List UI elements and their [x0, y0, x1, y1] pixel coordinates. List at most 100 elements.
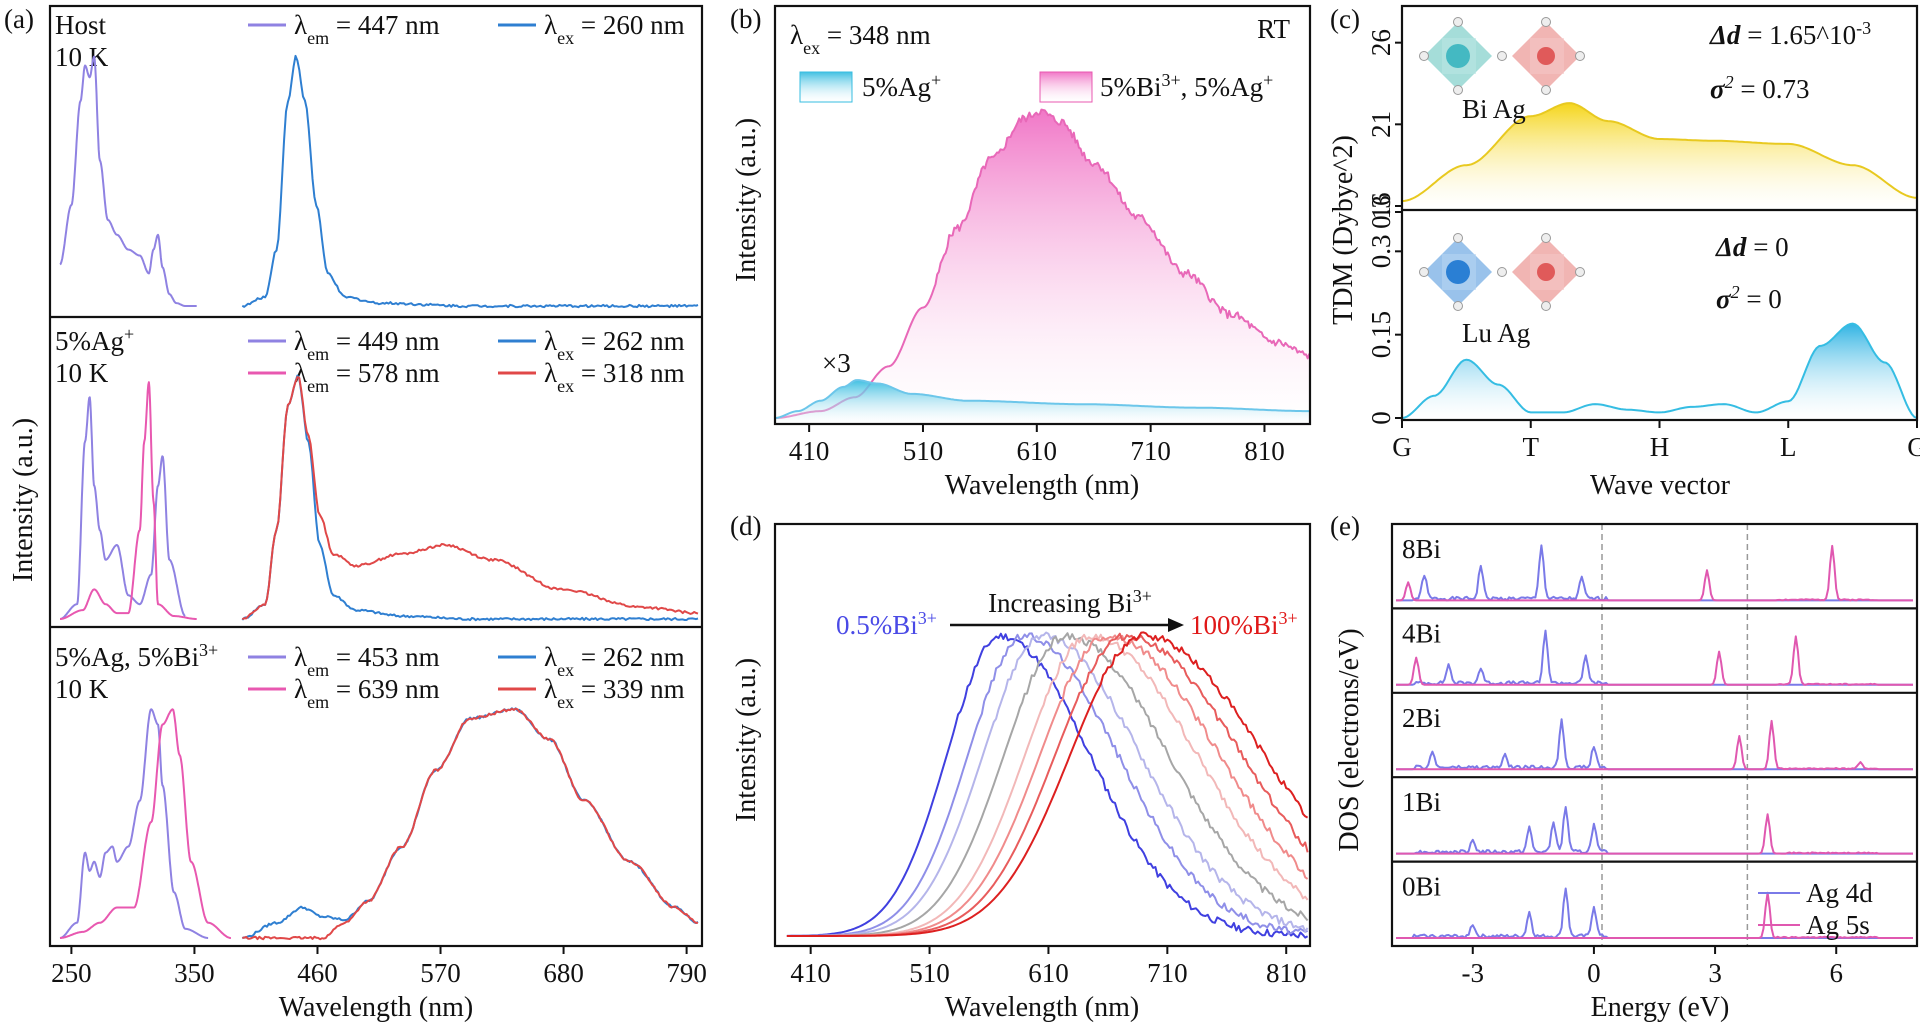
panel-d-frame	[773, 522, 1312, 948]
panel-a-middle-title: 5%Ag+	[55, 324, 134, 356]
panel-b-label: (b)	[730, 4, 761, 34]
panel-a-frame	[48, 4, 704, 948]
panel-e-x-tick-label: -3	[1462, 958, 1485, 988]
panel-b-x-tick-label: 410	[789, 436, 830, 466]
panel-a-series-line	[241, 54, 699, 309]
panel-a-x-tick-label: 790	[666, 958, 707, 988]
panel-d-x-tick-label: 410	[790, 958, 831, 988]
panel-d-series-line	[786, 632, 1309, 939]
panel-a-label: (a)	[4, 4, 34, 34]
panel-c-ytick-label: 21	[1366, 111, 1396, 138]
panel-b-area	[775, 380, 1310, 424]
panel-c-bottom-dd: Δd = 0	[1715, 232, 1789, 262]
panel-c-ytick-label: 26	[1366, 29, 1396, 56]
panel-a-legend-text: λex = 262 nm	[544, 326, 685, 364]
panel-a-x-tick-label: 680	[543, 958, 584, 988]
panel-a-x-tick-label: 250	[51, 958, 92, 988]
panel-e-ag5s-line	[1396, 891, 1913, 939]
panel-b-x-tick-label: 810	[1244, 436, 1285, 466]
panel-c-xlabel: Wave vector	[1590, 470, 1731, 501]
panel-a-x-tick-label: 350	[174, 958, 215, 988]
panel-e: (e) DOS (electrons/eV) 8Bi 4Bi 2Bi 1Bi 0Bi -…	[1330, 511, 1919, 1023]
panel-d-ylabel: Intensity (a.u.)	[731, 658, 762, 822]
panel-d-arrow-head	[1168, 618, 1184, 632]
panel-c-top-atoms: Bi Ag	[1462, 94, 1526, 124]
panel-b-x-tick-label: 510	[903, 436, 944, 466]
panel-e-plot: 8Bi 4Bi 2Bi 1Bi 0Bi	[1396, 524, 1913, 946]
panel-e-label: (e)	[1330, 511, 1360, 541]
panel-c-x-tick-label: G	[1907, 432, 1920, 462]
panel-c-bottom-area	[1402, 323, 1917, 420]
panel-b-line	[774, 379, 1310, 419]
panel-e-ag5s-line	[1396, 544, 1913, 602]
panel-c-ytick-label: 0.3	[1366, 234, 1396, 268]
panel-a-series-line	[241, 374, 699, 622]
panel-c-bottom-atoms: Lu Ag	[1462, 318, 1530, 348]
panel-b-legend-1: 5%Ag+	[862, 70, 941, 102]
panel-a-ylabel: Intensity (a.u.)	[8, 418, 39, 582]
panel-e-x-tick-label: 6	[1829, 958, 1843, 988]
panel-b-excitation: λex = 348 nm	[790, 20, 931, 58]
panel-b-legend-2: 5%Bi3+, 5%Ag+	[1100, 70, 1273, 102]
panel-a-legend-text: λex = 260 nm	[544, 10, 685, 48]
panel-a-series-line	[241, 376, 699, 621]
panel-a-bottom-temp: 10 K	[55, 674, 109, 704]
panel-b-plot	[774, 108, 1311, 424]
panel-a-xlabel: Wavelength (nm)	[279, 992, 473, 1023]
panel-b-legend-swatch-2	[1039, 71, 1093, 103]
panel-d-label: (d)	[730, 511, 761, 541]
panel-a-legend-text: λex = 318 nm	[544, 358, 685, 396]
panel-e-ag4d-line	[1396, 629, 1913, 686]
panel-d-series-line	[786, 632, 1309, 937]
panel-b-multiplier: ×3	[822, 348, 851, 378]
panel-c-plot	[1401, 102, 1918, 420]
panel-c-top-sigma: σ2 = 0.73	[1710, 72, 1810, 104]
panel-d-plot	[786, 631, 1309, 939]
panel-c-ytick-label: 0.3	[1366, 195, 1396, 229]
panel-a-x-tick-label: 460	[297, 958, 338, 988]
panel-e-frame	[1390, 522, 1919, 948]
panel-a-legend-text: λex = 262 nm	[544, 642, 685, 680]
panel-d-right-label: 100%Bi3+	[1190, 608, 1298, 640]
panel-c-x-tick-label: H	[1650, 432, 1670, 462]
panel-c-top-line	[1401, 102, 1918, 203]
panel-b-x-tick-label: 610	[1017, 436, 1058, 466]
panel-a-bottom-title: 5%Ag, 5%Bi3+	[55, 640, 218, 672]
panel-c-top-octahedra-icon	[1419, 17, 1585, 95]
panel-a-series-line	[59, 396, 186, 620]
panel-b-xlabel: Wavelength (nm)	[945, 470, 1139, 501]
panel-e-frame-rect	[1390, 522, 1919, 948]
panel-e-x-tick-label: 0	[1587, 958, 1601, 988]
panel-c-x-tick-label: G	[1392, 432, 1412, 462]
panel-a-xticks: 250 350 460 570 680 790	[51, 946, 707, 988]
panel-a: (a) Intensity (a.u.) 250 350 460 570 680 790 …	[4, 4, 707, 1023]
panel-d-left-label: 0.5%Bi3+	[836, 608, 937, 640]
panel-a-x-tick-label: 570	[420, 958, 461, 988]
panel-e-ag4d-line	[1396, 718, 1913, 771]
panel-d-series-line	[786, 631, 1309, 937]
panel-e-ag4d-line	[1396, 806, 1913, 855]
panel-d-x-tick-label: 510	[909, 958, 950, 988]
panel-c-ytick-label: 0	[1366, 411, 1396, 425]
panel-a-legend-text: λem = 447 nm	[294, 10, 440, 48]
panel-e-row-label: 2Bi	[1402, 703, 1441, 733]
panel-a-legends: λem = 447 nm λex = 260 nm λem = 449 nm λex …	[248, 10, 685, 712]
panel-e-row-label: 0Bi	[1402, 872, 1441, 902]
panel-d-series-line	[786, 632, 1309, 937]
panel-d-series-line	[786, 631, 1309, 937]
panel-a-legend-text: λex = 339 nm	[544, 674, 685, 712]
panel-a-series-line	[59, 708, 232, 939]
panel-d-xlabel: Wavelength (nm)	[945, 992, 1139, 1023]
panel-d-series-line	[786, 633, 1309, 937]
panel-c-ytick-label: 0.15	[1366, 311, 1396, 358]
panel-e-legend-1: Ag 4d	[1806, 878, 1873, 908]
panel-c-label: (c)	[1330, 4, 1360, 34]
panel-d-x-tick-label: 710	[1147, 958, 1188, 988]
panel-e-x-tick-label: 3	[1708, 958, 1722, 988]
